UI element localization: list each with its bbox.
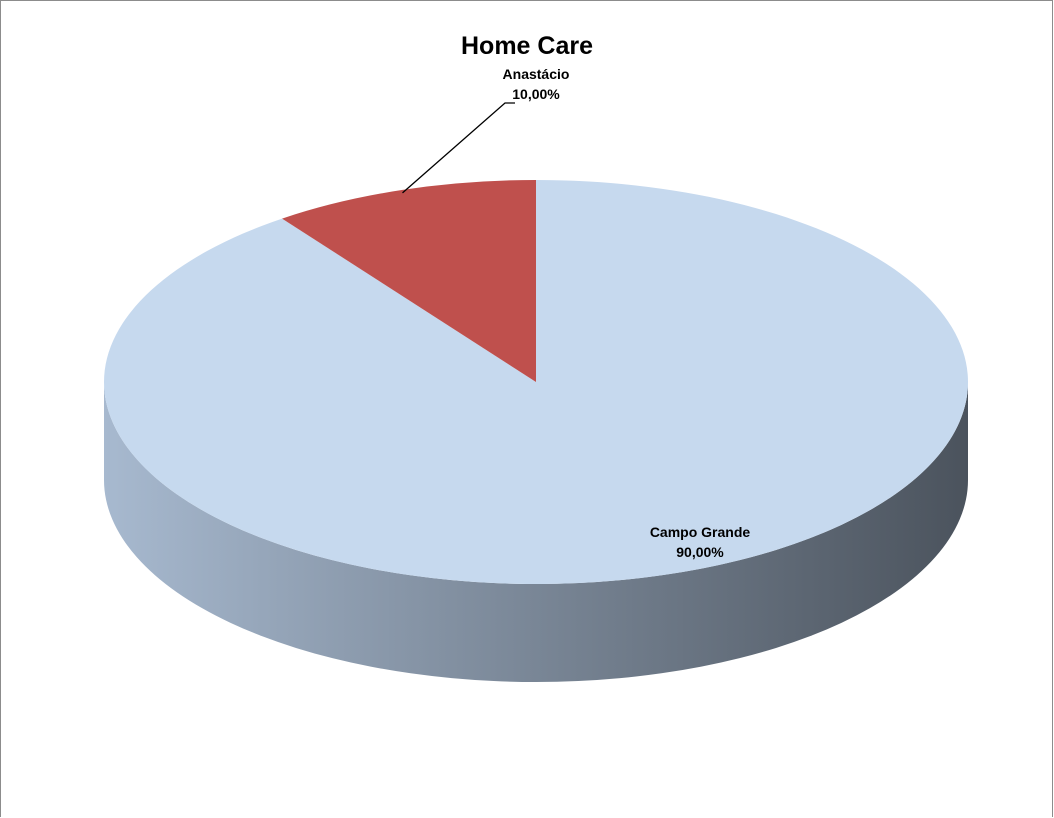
slice-name-label: Anastácio [503, 66, 570, 82]
pie-side-wall [104, 382, 968, 682]
leader-line-anastacio [402, 102, 515, 194]
pie-slice-anastacio [282, 180, 536, 382]
pie-slice-campo-grande [104, 180, 969, 584]
slice-name-label: Campo Grande [650, 524, 751, 540]
chart-title: Home Care [461, 32, 593, 60]
slice-value-label: 10,00% [512, 86, 560, 102]
slice-value-label: 90,00% [676, 544, 724, 560]
